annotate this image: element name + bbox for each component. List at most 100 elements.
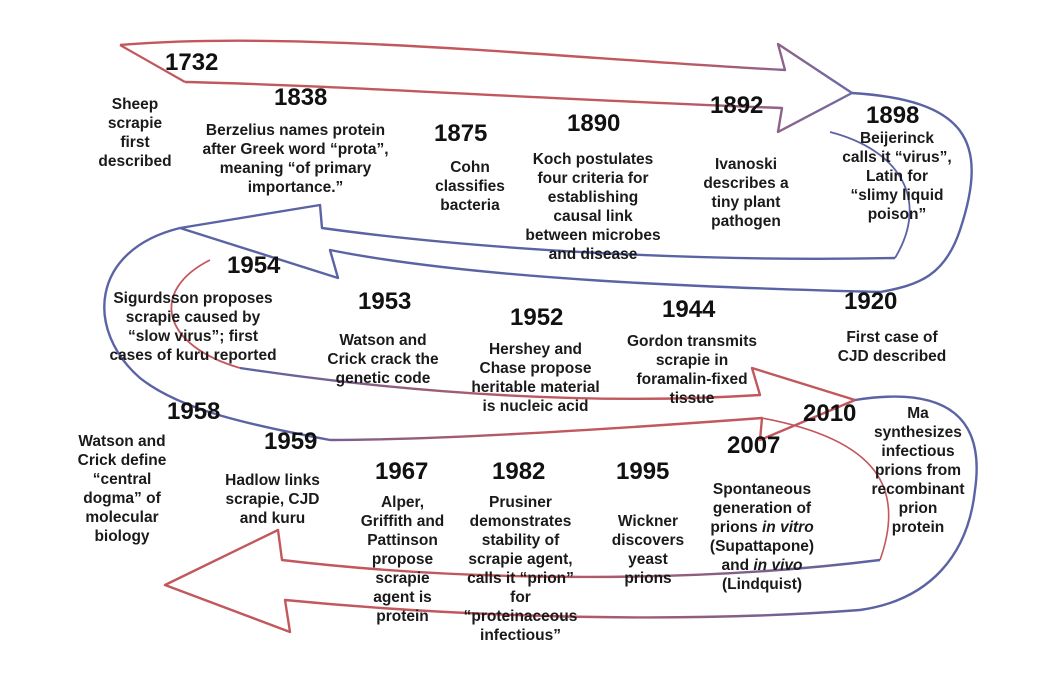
description-line: discovers	[611, 532, 685, 549]
description-line: First case of	[846, 329, 938, 346]
event-description: Prusiner demonstrates stability of scrapie …	[458, 493, 583, 645]
description-line: Sigurdsson proposes	[113, 290, 273, 307]
description-line: after Greek word “prota”,	[202, 141, 389, 158]
description-line: first	[120, 134, 150, 151]
description-line: Hadlow links	[225, 472, 320, 489]
description-line: “slimy liquid	[850, 187, 944, 204]
description-line: protein	[891, 519, 945, 536]
description-line: tissue	[669, 390, 715, 407]
description-line: “central	[92, 471, 152, 488]
arrow-band-bottom	[163, 528, 881, 634]
event-description: Alper, Griffith and Pattinson propose scrapi…	[345, 493, 460, 626]
year-label: 1953	[358, 288, 412, 315]
description-line: calls it “prion”	[467, 570, 574, 587]
arrow-turn-right-low	[854, 395, 978, 612]
arrow-turn-left-mid-inner	[170, 259, 241, 369]
event-description: First case of CJD described	[822, 328, 962, 366]
description-line: prions from	[874, 462, 962, 479]
description-line: scrapie caused by	[125, 309, 261, 326]
event-description: Spontaneous generation of prions in vitro (…	[702, 480, 822, 594]
year-label: 2010	[803, 400, 857, 427]
year-label: 1944	[662, 296, 716, 323]
description-line: and kuru	[239, 510, 306, 527]
description-line: “proteinaceous	[463, 608, 578, 625]
description-line: dogma” of	[83, 490, 161, 507]
description-line: CJD described	[837, 348, 947, 365]
event-description: Hershey and Chase propose heritable materi…	[458, 340, 613, 416]
description-line: prion	[898, 500, 938, 517]
year-label: 1952	[510, 304, 564, 331]
description-line: Cohn	[450, 159, 490, 176]
description-line: (Lindquist)	[721, 576, 803, 593]
year-label: 1898	[866, 102, 920, 129]
year-label: 1732	[165, 49, 219, 76]
description-line: prions in vitro	[710, 519, 814, 536]
description-line: classifies	[435, 178, 505, 195]
event-description: Wickner discovers yeast prions	[598, 512, 698, 588]
event-description: Beijerinck calls it “virus”, Latin for “sli…	[832, 129, 962, 224]
event-description: Cohn classifies bacteria	[420, 158, 520, 215]
description-line: stability of	[481, 532, 560, 549]
year-label: 1958	[167, 398, 221, 425]
description-line: Berzelius names protein	[205, 122, 386, 139]
description-line: Spontaneous	[712, 481, 812, 498]
event-description: Sigurdsson proposes scrapie caused by “slo…	[88, 289, 298, 365]
event-description: Ivanoski describes a tiny plant pathogen	[690, 155, 802, 231]
description-line: agent is	[373, 589, 432, 606]
arrow-turn-left-mid	[103, 226, 331, 442]
description-line: demonstrates	[469, 513, 572, 530]
description-line: scrapie	[375, 570, 430, 587]
year-label: 1890	[567, 110, 621, 137]
description-line: foramalin-fixed	[636, 371, 748, 388]
description-line: yeast	[628, 551, 668, 568]
year-label: 1920	[844, 288, 898, 315]
year-label: 2007	[727, 432, 781, 459]
arrow-band-1732-1898	[119, 39, 854, 134]
description-line: scrapie agent,	[468, 551, 573, 568]
description-line: tiny plant	[711, 194, 781, 211]
description-line: protein	[376, 608, 429, 625]
arrow-band-1944-2010	[239, 366, 857, 442]
description-line: recombinant	[871, 481, 965, 498]
year-label: 1875	[434, 120, 488, 147]
event-description: Hadlow links scrapie, CJD and kuru	[210, 471, 335, 528]
description-line: Watson and	[339, 332, 427, 349]
description-line: Griffith and	[360, 513, 445, 530]
description-line: cases of kuru reported	[109, 347, 277, 364]
description-line: calls it “virus”,	[842, 149, 952, 166]
description-line: Ivanoski	[714, 156, 778, 173]
description-line: Alper,	[380, 494, 425, 511]
event-description: Ma synthesizes infectious prions from recomb…	[868, 404, 968, 537]
year-label: 1967	[375, 458, 429, 485]
description-line: infectious	[881, 443, 955, 460]
description-line: meaning “of primary	[219, 160, 372, 177]
description-line: causal link	[553, 208, 633, 225]
description-line: prions	[624, 570, 672, 587]
description-line: Chase propose	[479, 360, 592, 377]
description-line: synthesizes	[874, 424, 962, 441]
description-line: propose	[371, 551, 434, 568]
description-line: scrapie, CJD	[225, 491, 320, 508]
event-description: Berzelius names protein after Greek word …	[193, 121, 398, 197]
event-description: Gordon transmits scrapie in foramalin-fixe…	[612, 332, 772, 408]
description-line: four criteria for	[537, 170, 649, 187]
description-line: Prusiner	[489, 494, 552, 511]
description-line: generation of	[712, 500, 812, 517]
arrow-turn-right-low-inner	[761, 417, 890, 561]
description-line: scrapie in	[655, 352, 729, 369]
description-line: between microbes	[525, 227, 661, 244]
arrow-turn-right-top-inner	[829, 131, 911, 259]
description-line: Latin for	[866, 168, 928, 185]
description-line: establishing	[547, 189, 639, 206]
description-line: molecular	[85, 509, 159, 526]
description-line: is nucleic acid	[482, 398, 589, 415]
description-line: “slow virus”; first	[127, 328, 259, 345]
description-line: Crick define	[77, 452, 167, 469]
description-line: poison”	[867, 206, 927, 223]
year-label: 1892	[710, 92, 764, 119]
description-line: Gordon transmits	[626, 333, 758, 350]
description-line: Beijerinck	[859, 130, 935, 147]
description-line: (Supattapone)	[709, 538, 815, 555]
